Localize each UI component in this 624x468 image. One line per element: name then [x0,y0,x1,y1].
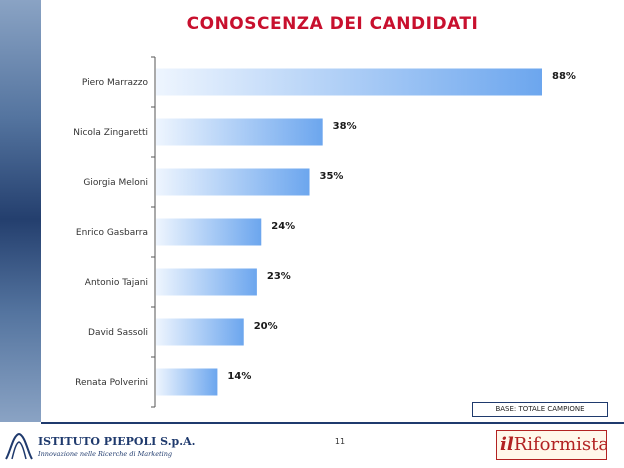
value-label: 20% [254,321,278,332]
category-label: Enrico Gasbarra [76,228,148,238]
value-label: 88% [552,71,576,82]
value-label: 23% [267,271,291,282]
value-label: 24% [271,221,295,232]
piepoli-tagline: Innovazione nelle Ricerche di Marketing [38,450,173,458]
footer-divider [41,422,624,424]
base-note: BASE: TOTALE CAMPIONE [472,402,608,417]
value-label: 35% [320,171,344,182]
category-label: Nicola Zingaretti [73,128,148,138]
riformista-prefix: il [500,434,514,455]
value-label: 38% [333,121,357,132]
value-label: 14% [227,371,251,382]
bar-enrico-gasbarra [156,218,262,246]
slide-title: CONOSCENZA DEI CANDIDATI [186,14,479,34]
piepoli-name: ISTITUTO PIEPOLI S.p.A. [38,435,196,448]
riformista-name: Riformista [513,434,607,455]
bar-nicola-zingaretti [156,118,323,146]
category-label: Antonio Tajani [85,278,148,288]
side-decorative-strip [0,0,41,422]
category-label: Giorgia Meloni [83,178,148,188]
bar-giorgia-meloni [156,168,310,196]
piepoli-emblem-icon [5,432,33,460]
bar-renata-polverini [156,368,218,396]
bar-david-sassoli [156,318,244,346]
istituto-piepoli-logo: ISTITUTO PIEPOLI S.p.A. Innovazione nell… [4,429,195,465]
page-number: 11 [334,437,346,446]
category-label: David Sassoli [88,328,148,338]
category-label: Piero Marrazzo [82,78,149,88]
category-label: Renata Polverini [75,378,148,388]
bar-piero-marrazzo [156,68,542,96]
il-riformista-logo: ilRiformista [496,430,607,460]
bar-antonio-tajani [156,268,257,296]
